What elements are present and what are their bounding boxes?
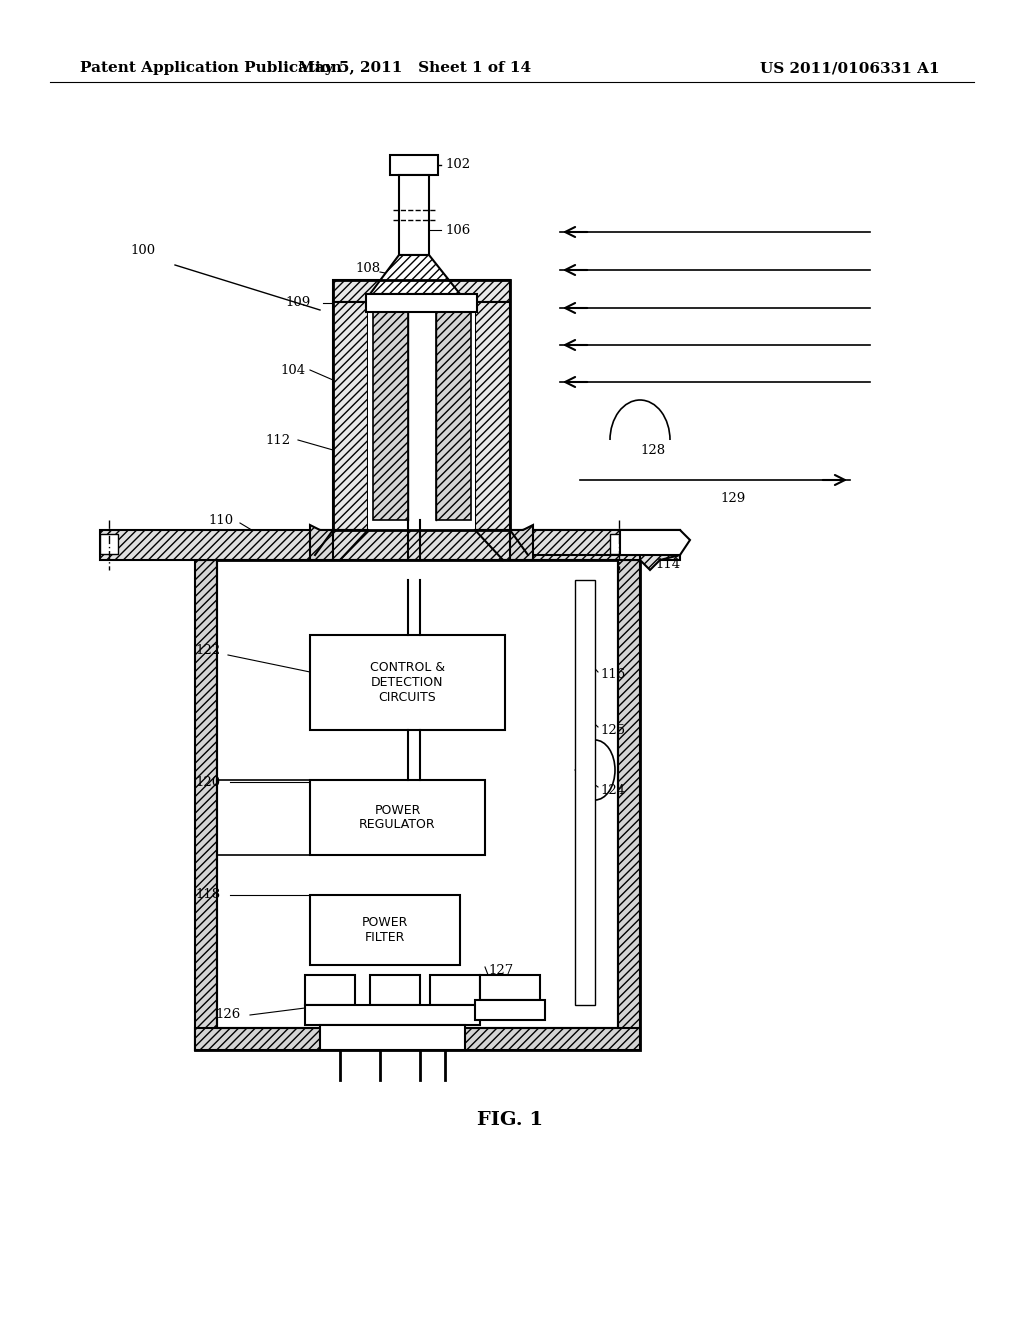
Bar [195, 560, 217, 1049]
Text: POWER
REGULATOR: POWER REGULATOR [359, 804, 436, 832]
Bar [475, 1001, 545, 1020]
Text: 118: 118 [195, 888, 220, 902]
Bar [100, 531, 319, 560]
Text: 112: 112 [265, 433, 290, 446]
Text: 122: 122 [195, 644, 220, 656]
Text: 126: 126 [215, 1008, 241, 1022]
Bar [475, 302, 510, 531]
Text: 100: 100 [130, 243, 155, 256]
Bar [310, 895, 460, 965]
Bar [390, 154, 438, 176]
Text: 128: 128 [640, 444, 666, 457]
Bar [575, 579, 595, 1005]
Bar [305, 1005, 480, 1026]
Text: 124: 124 [600, 784, 625, 796]
Text: 116: 116 [600, 668, 626, 681]
Bar [333, 302, 368, 531]
Text: 114: 114 [655, 558, 680, 572]
Bar [305, 975, 355, 1005]
Bar [319, 531, 523, 560]
Text: 125: 125 [600, 723, 625, 737]
Bar [370, 975, 420, 1005]
Bar [436, 310, 471, 520]
Text: 110: 110 [208, 513, 233, 527]
Text: May 5, 2011   Sheet 1 of 14: May 5, 2011 Sheet 1 of 14 [298, 61, 531, 75]
Text: US 2011/0106331 A1: US 2011/0106331 A1 [761, 61, 940, 75]
Text: Patent Application Publication: Patent Application Publication [80, 61, 342, 75]
Text: 120: 120 [195, 776, 220, 788]
Text: 109: 109 [285, 297, 310, 309]
Bar [333, 280, 510, 531]
Text: CONTROL &
DETECTION
CIRCUITS: CONTROL & DETECTION CIRCUITS [370, 661, 445, 704]
Bar [373, 310, 408, 520]
Text: FIG. 1: FIG. 1 [477, 1111, 543, 1129]
Bar [430, 975, 480, 1005]
Text: 108: 108 [355, 261, 380, 275]
Bar [195, 1028, 640, 1049]
Bar [618, 560, 640, 1049]
Bar [399, 176, 429, 255]
Polygon shape [510, 525, 534, 560]
Text: 129: 129 [720, 491, 745, 504]
Polygon shape [310, 525, 333, 560]
Text: POWER
FILTER: POWER FILTER [361, 916, 409, 944]
Bar [480, 975, 540, 1001]
Bar [366, 294, 477, 312]
Bar [310, 635, 505, 730]
Bar [100, 535, 118, 554]
Text: 127: 127 [488, 964, 513, 977]
Bar [217, 560, 618, 1028]
Polygon shape [370, 255, 460, 294]
Bar [310, 780, 485, 855]
Text: 102: 102 [445, 158, 470, 172]
Bar [523, 531, 680, 560]
Text: 104: 104 [280, 363, 305, 376]
Bar [610, 535, 628, 554]
Bar [195, 560, 640, 1049]
Bar [333, 280, 510, 302]
Bar [319, 1026, 465, 1049]
Polygon shape [620, 531, 690, 554]
Bar [368, 302, 475, 531]
Polygon shape [523, 531, 680, 570]
Text: 106: 106 [445, 223, 470, 236]
